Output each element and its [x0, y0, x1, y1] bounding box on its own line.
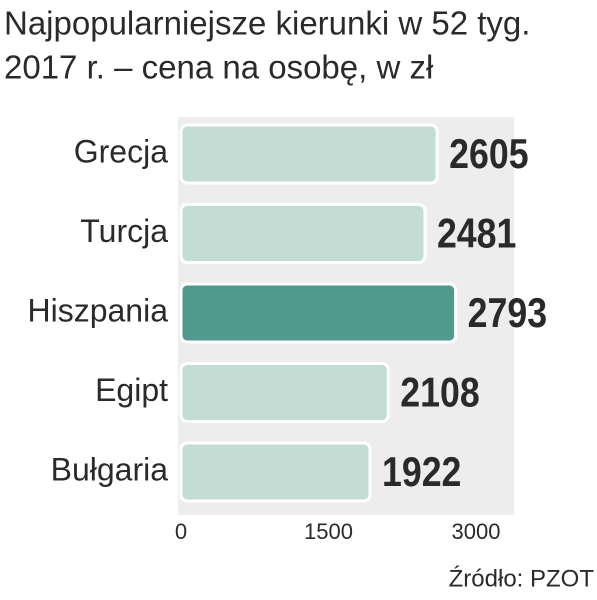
- value-label: 2793: [468, 290, 547, 336]
- value-label: 2605: [449, 131, 528, 177]
- bar: [179, 203, 427, 264]
- value-label: 2481: [437, 211, 516, 257]
- bar: [179, 123, 439, 185]
- y-tick-label: Hiszpania: [27, 292, 168, 328]
- bar: [179, 362, 390, 423]
- chart-title: Najpopularniejsze kierunki w 52 tyg.: [4, 5, 530, 42]
- source: Źródło: PZOT: [449, 565, 595, 592]
- bar: [179, 282, 458, 344]
- bar: [179, 441, 372, 503]
- value-label: 1922: [382, 449, 461, 495]
- chart-title: 2017 r. – cena na osobę, w zł: [4, 49, 434, 86]
- y-tick-label: Grecja: [74, 133, 168, 169]
- x-tick-label: 0: [175, 519, 187, 544]
- y-tick-label: Bułgaria: [51, 451, 169, 487]
- y-tick-label: Egipt: [95, 372, 168, 408]
- y-tick-label: Turcja: [80, 213, 168, 249]
- x-tick-label: 1500: [304, 519, 353, 544]
- x-tick-label: 3000: [452, 519, 501, 544]
- value-label: 2108: [400, 370, 479, 416]
